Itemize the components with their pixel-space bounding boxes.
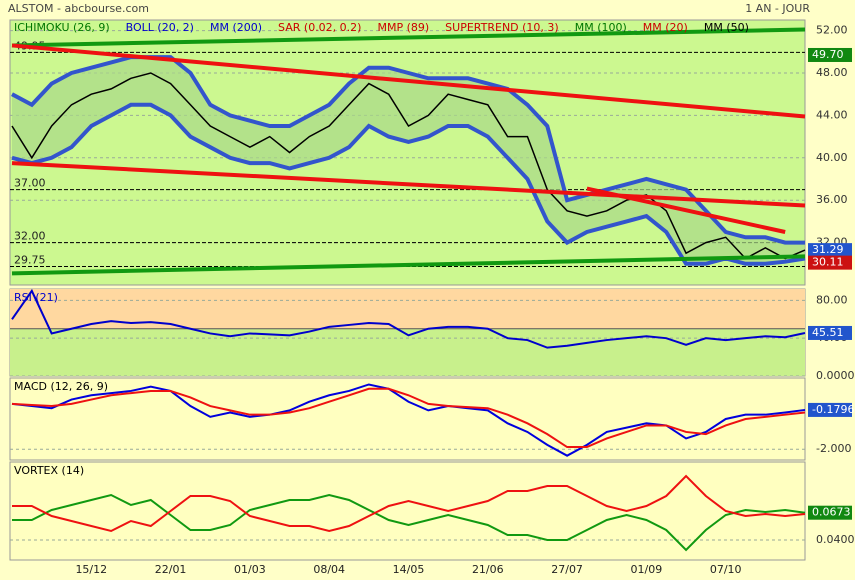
last-value-label: 0.0673 [812, 506, 851, 519]
level-label: 29.75 [14, 253, 46, 266]
last-value-badge [808, 505, 852, 520]
last-value-badge [808, 325, 852, 340]
last-value-label: 31.29 [812, 243, 844, 256]
trendline [586, 186, 786, 234]
header-right: 1 AN - JOUR [745, 2, 810, 15]
y-tick-label: 44.00 [816, 108, 848, 121]
trendline [11, 254, 806, 276]
trendline [11, 27, 806, 48]
last-value-badge [808, 255, 852, 270]
last-value-label: 30.11 [812, 256, 844, 269]
last-value-label: 45.51 [812, 326, 844, 339]
level-label: 37.00 [14, 177, 46, 190]
series-line [11, 387, 806, 449]
y-tick-label: 52.00 [816, 24, 848, 37]
legend-entry: MM (100) [575, 21, 627, 34]
x-tick-label: 22/01 [155, 563, 187, 576]
legend-entry: VORTEX (14) [14, 464, 84, 477]
y-tick-label: 36.00 [816, 193, 848, 206]
last-value-badge [808, 402, 852, 417]
legend-entry: MM (200) [210, 21, 262, 34]
x-tick-label: 27/07 [551, 563, 583, 576]
x-tick-label: 21/06 [472, 563, 504, 576]
trendline [11, 161, 806, 208]
y-tick-label: 0.0000 [816, 369, 855, 382]
series-line [12, 474, 806, 533]
legend-entry: MM (50) [704, 21, 749, 34]
series-line [11, 383, 806, 457]
legend-entry: MMP (89) [377, 21, 429, 34]
level-label: 32.00 [14, 230, 46, 243]
y-tick-label: 80.00 [816, 293, 848, 306]
last-value-badge [808, 243, 852, 258]
trendline [11, 43, 806, 119]
y-tick-label: -2.000 [816, 442, 851, 455]
last-value-label: 49.70 [812, 48, 844, 61]
x-tick-label: 14/05 [393, 563, 425, 576]
x-tick-label: 01/09 [631, 563, 663, 576]
legend-entry: MACD (12, 26, 9) [14, 380, 108, 393]
y-tick-label: 0.0400 [816, 533, 855, 546]
x-tick-label: 15/12 [75, 563, 107, 576]
legend-entry: SUPERTREND (10, 3) [445, 21, 559, 34]
legend-entry: RSI (21) [14, 291, 58, 304]
series-line [11, 72, 806, 260]
band-fill [12, 57, 805, 264]
series-line [11, 288, 806, 349]
zone-lower [10, 328, 805, 376]
legend-entry: MM (20) [643, 21, 688, 34]
panel-background [9, 461, 806, 561]
x-tick-label: 08/04 [313, 563, 345, 576]
series-line [11, 102, 806, 266]
x-tick-label: 07/10 [710, 563, 742, 576]
last-value-label: -0.1796 [812, 403, 854, 416]
y-tick-label: 48.00 [816, 66, 848, 79]
legend-entry: BOLL (20, 2) [126, 21, 194, 34]
legend-entry: ICHIMOKU (26, 9) [14, 21, 110, 34]
y-tick-label: 40.00 [816, 151, 848, 164]
legend-entry: SAR (0.02, 0.2) [278, 21, 361, 34]
header-left: ALSTOM - abcbourse.com [8, 2, 149, 15]
last-value-badge [808, 47, 852, 62]
series-line [12, 493, 806, 552]
x-tick-label: 01/03 [234, 563, 266, 576]
